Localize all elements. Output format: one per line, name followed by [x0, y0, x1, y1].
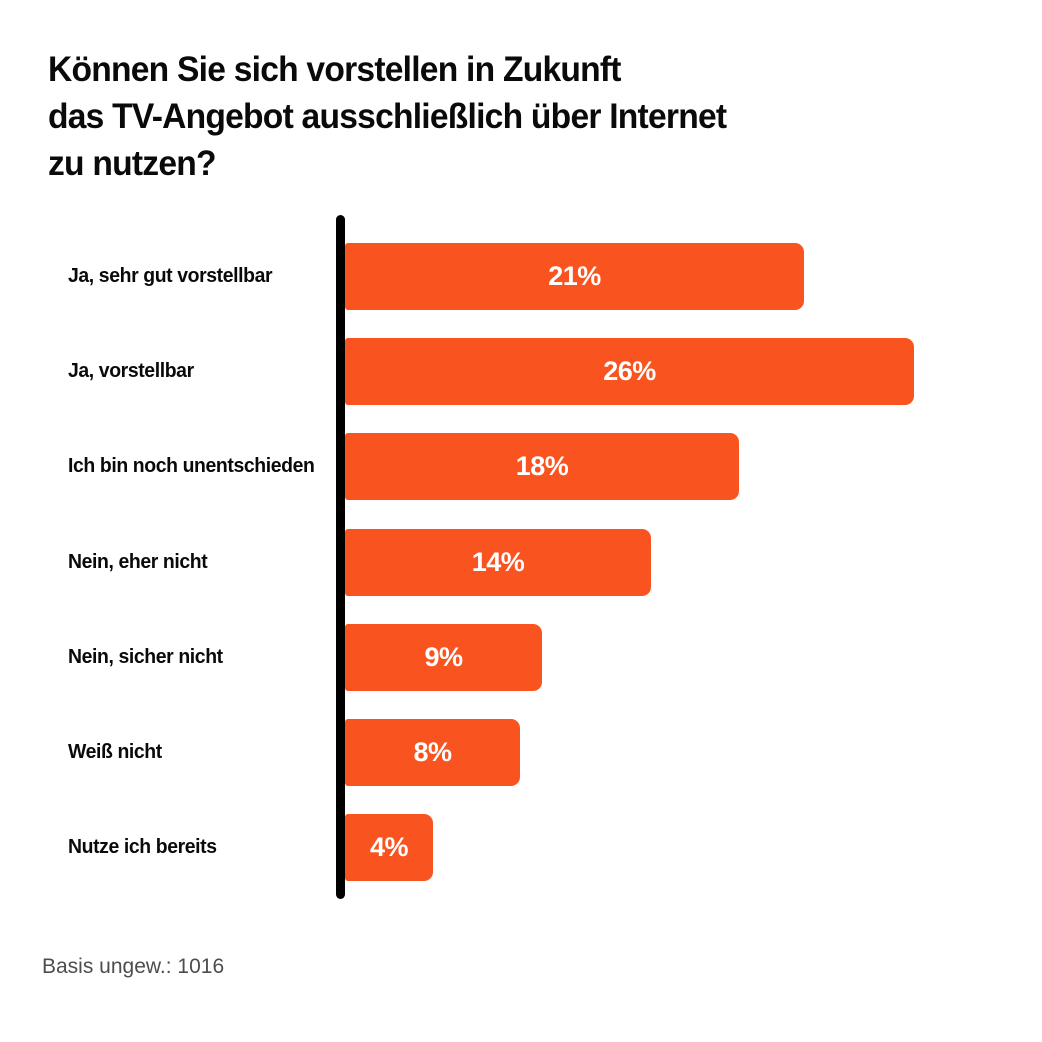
- bar-row: Nein, sicher nicht 9%: [0, 624, 1042, 691]
- category-label: Ich bin noch unentschieden: [68, 455, 315, 477]
- bar-value-label: 9%: [424, 642, 463, 672]
- bar-value-label: 4%: [369, 832, 409, 862]
- category-label: Nein, eher nicht: [68, 551, 208, 573]
- bar-value-label: 21%: [548, 261, 601, 291]
- bar: 4%: [345, 814, 433, 881]
- bar: 9%: [345, 624, 542, 691]
- category-label: Ja, vorstellbar: [68, 360, 194, 382]
- bar-row: Ich bin noch unentschieden 18%: [0, 433, 1042, 500]
- basis-note: Basis ungew.: 1016: [42, 955, 225, 978]
- chart-title: Können Sie sich vorstellen in Zukunft da…: [48, 46, 727, 187]
- bar-value-label: 8%: [413, 737, 452, 767]
- category-label: Ja, sehr gut vorstellbar: [68, 265, 273, 287]
- chart-title-line-2: das TV-Angebot ausschließlich über Inter…: [48, 97, 727, 136]
- bar: 8%: [345, 719, 520, 786]
- category-label: Nein, sicher nicht: [68, 646, 223, 668]
- category-label: Nutze ich bereits: [68, 836, 217, 858]
- bar-row: Nein, eher nicht 14%: [0, 529, 1042, 596]
- bar-row: Ja, vorstellbar 26%: [0, 338, 1042, 405]
- chart-title-line-1: Können Sie sich vorstellen in Zukunft: [48, 50, 621, 89]
- chart-title-line-3: zu nutzen?: [48, 144, 217, 183]
- bar-value-label: 26%: [603, 356, 656, 386]
- bar-value-label: 14%: [471, 547, 525, 577]
- bar-row: Weiß nicht 8%: [0, 719, 1042, 786]
- y-axis-line: [336, 215, 345, 899]
- bar-row: Nutze ich bereits 4%: [0, 814, 1042, 881]
- category-label: Weiß nicht: [68, 741, 162, 763]
- bar: 18%: [345, 433, 739, 500]
- bar: 26%: [345, 338, 914, 405]
- bar: 21%: [345, 243, 804, 310]
- bar: 14%: [345, 529, 651, 596]
- bar-value-label: 18%: [515, 451, 569, 481]
- bar-row: Ja, sehr gut vorstellbar 21%: [0, 243, 1042, 310]
